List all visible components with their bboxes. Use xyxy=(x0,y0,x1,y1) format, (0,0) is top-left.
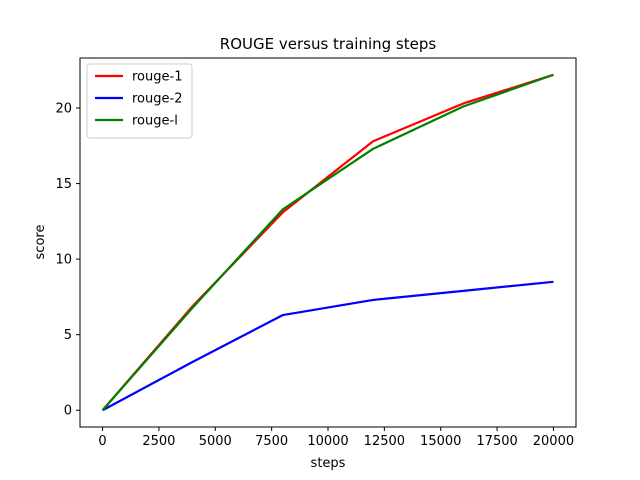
series-line-rouge-2 xyxy=(102,280,554,412)
x-tick-label: 5000 xyxy=(199,434,232,449)
y-tick-label: 15 xyxy=(55,177,72,192)
y-axis-ticks: 0 5 10 15 20 xyxy=(55,102,80,419)
y-tick-label: 0 xyxy=(64,404,72,419)
plot-area-frame xyxy=(79,57,577,428)
legend-label-rouge-2: rouge-2 xyxy=(132,92,182,107)
y-tick-label: 10 xyxy=(55,253,72,268)
chart-title: ROUGE versus training steps xyxy=(220,35,437,53)
x-tick-label: 15000 xyxy=(420,434,461,449)
legend-label-rouge-1: rouge-1 xyxy=(132,70,182,85)
legend: rouge-1 rouge-2 rouge-l xyxy=(86,63,193,139)
x-tick-label: 2500 xyxy=(142,434,175,449)
plot-lines xyxy=(101,73,554,412)
y-tick-label: 20 xyxy=(55,102,72,117)
y-axis-label: score xyxy=(33,225,48,260)
x-axis-ticks: 0 2500 5000 7500 10000 12500 15000 17500 20000 xyxy=(98,427,574,449)
x-tick-label: 17500 xyxy=(476,434,517,449)
x-tick-label: 7500 xyxy=(255,434,288,449)
x-axis-label: steps xyxy=(311,456,346,471)
series-line-rouge-l xyxy=(101,73,554,411)
x-tick-label: 20000 xyxy=(533,434,574,449)
legend-label-rouge-l: rouge-l xyxy=(132,114,178,129)
x-tick-label: 0 xyxy=(98,434,106,449)
y-tick-label: 5 xyxy=(64,328,72,343)
x-tick-label: 10000 xyxy=(307,434,348,449)
x-tick-label: 12500 xyxy=(364,434,405,449)
